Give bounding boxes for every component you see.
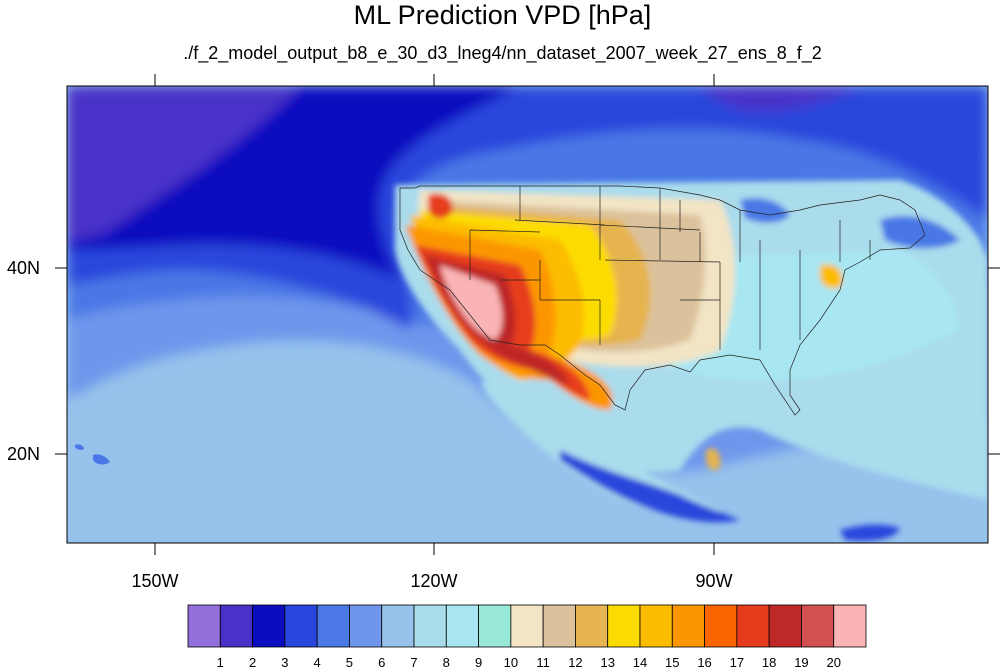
colorbar-label: 17 — [729, 655, 745, 670]
lon-label-150w: 150W — [131, 571, 179, 591]
colorbar-label: 16 — [697, 655, 712, 670]
nova-scotia-blue — [880, 216, 960, 249]
figure-title: ML Prediction VPD [hPa] — [353, 0, 652, 30]
lat-label-20n: 20N — [6, 444, 40, 464]
land-pink — [440, 265, 503, 340]
axis-ticks — [55, 74, 1000, 555]
colorbar-box — [316, 604, 350, 648]
colorbar-label: 6 — [378, 655, 386, 670]
map-field — [67, 86, 988, 543]
colorbar-label: 4 — [313, 655, 321, 670]
colorbar-label: 7 — [410, 655, 418, 670]
state-boundaries — [399, 185, 926, 416]
colorbar-box — [510, 604, 544, 648]
atlantic-deep — [700, 86, 860, 112]
colorbar-label: 1 — [216, 655, 224, 670]
florida-spot — [706, 448, 721, 471]
colorbar — [187, 604, 867, 648]
colorbar-box — [187, 604, 221, 648]
colorbar-box — [801, 604, 835, 648]
colorbar-label: 13 — [600, 655, 615, 670]
colorbar-box — [349, 604, 383, 648]
colorbar-box — [768, 604, 802, 648]
colorbar-box — [445, 604, 479, 648]
lon-label-120w: 120W — [410, 571, 458, 591]
mexico-land — [480, 380, 720, 516]
oregon-hotspot — [428, 193, 453, 219]
colorbar-box — [381, 604, 415, 648]
colorbar-box — [575, 604, 609, 648]
colorbar-box — [284, 604, 318, 648]
colorbar-box — [478, 604, 512, 648]
colorbar-box — [542, 604, 576, 648]
mexico-blue — [560, 450, 740, 523]
lat-label-40n: 40N — [6, 258, 40, 278]
colorbar-label: 2 — [248, 655, 257, 670]
colorbar-label: 11 — [536, 655, 550, 670]
colorbar-label: 5 — [345, 655, 354, 670]
atlantic-dark — [860, 86, 988, 160]
colorbar-box — [736, 604, 770, 648]
colorbar-label: 3 — [281, 655, 289, 670]
figure-subtitle: ./f_2_model_output_b8_e_30_d3_lneg4/nn_d… — [183, 43, 822, 63]
colorbar-label: 15 — [665, 655, 680, 670]
colorbar-label: 18 — [761, 655, 777, 670]
colorbar-box — [252, 604, 286, 648]
colorbar-box — [607, 604, 641, 648]
colorbar-label: 8 — [442, 655, 450, 670]
colorbar-label: 14 — [632, 655, 648, 670]
great-lakes-blue — [740, 198, 790, 223]
colorbar-box — [413, 604, 447, 648]
colorbar-box — [219, 604, 253, 648]
colorbar-box — [833, 604, 867, 648]
lon-label-90w: 90W — [695, 571, 733, 591]
colorbar-label: 10 — [503, 655, 519, 670]
central-america-blue — [840, 524, 900, 542]
colorbar-label: 9 — [474, 655, 483, 670]
map-frame — [66, 85, 989, 544]
hawaii-islands — [75, 444, 110, 465]
mid-atlantic-orange — [820, 264, 843, 289]
ocean-deep-band — [67, 86, 300, 240]
colorbar-label: 19 — [794, 655, 809, 670]
colorbar-label: 20 — [826, 655, 841, 670]
colorbar-box — [639, 604, 673, 648]
colorbar-label: 12 — [568, 655, 583, 670]
colorbar-box — [671, 604, 705, 648]
colorbar-box — [704, 604, 738, 648]
